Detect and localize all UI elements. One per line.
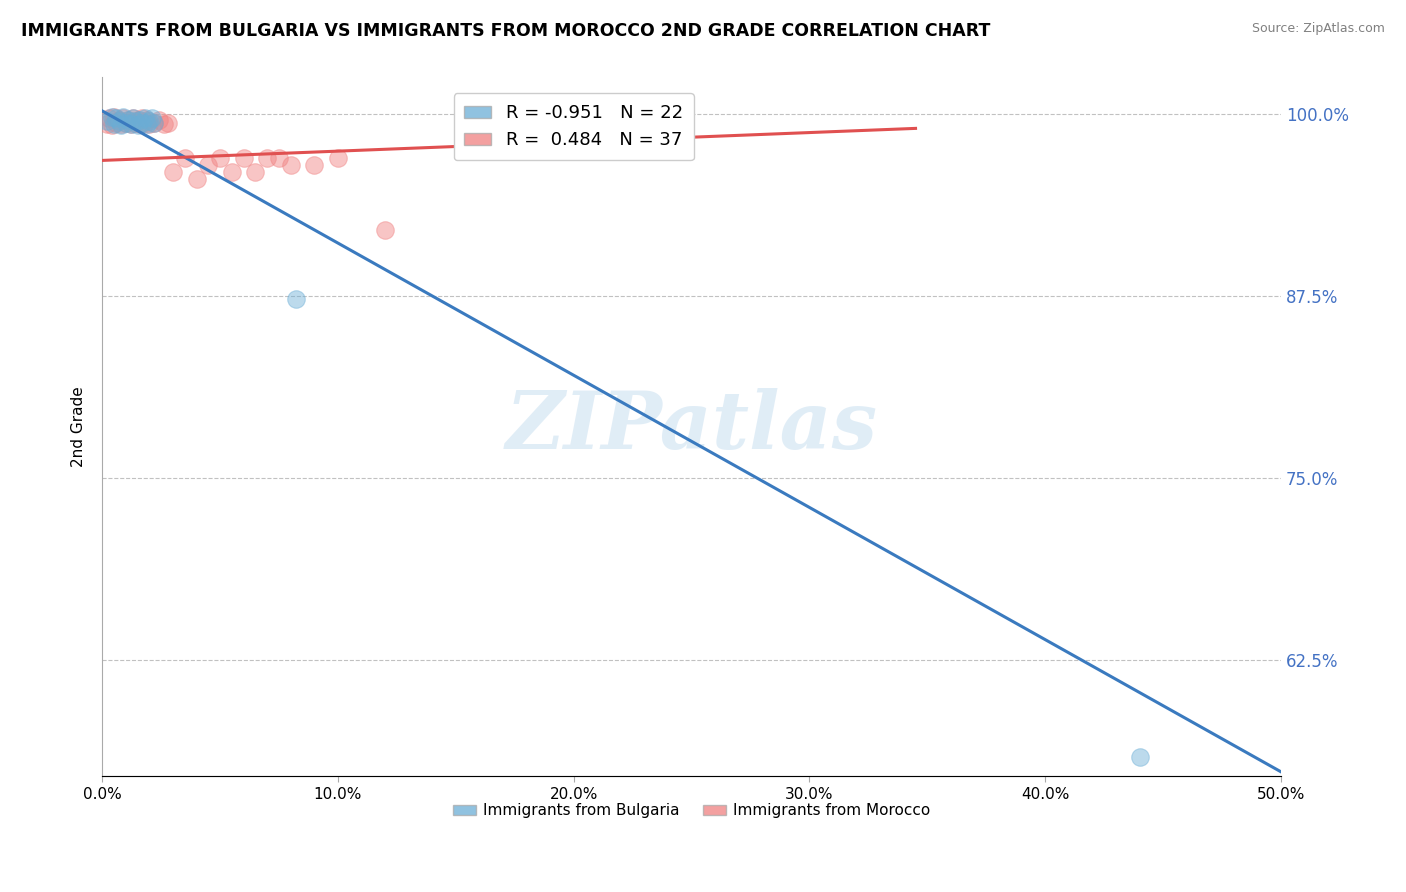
Point xyxy=(256,151,278,165)
Point xyxy=(1128,750,1150,764)
Point xyxy=(110,119,132,133)
Point xyxy=(121,112,143,126)
Point xyxy=(112,110,135,124)
Text: Source: ZipAtlas.com: Source: ZipAtlas.com xyxy=(1251,22,1385,36)
Point xyxy=(117,112,139,127)
Point xyxy=(374,223,396,237)
Point xyxy=(136,117,159,131)
Point xyxy=(100,110,122,124)
Point xyxy=(117,112,139,127)
Point xyxy=(120,117,142,131)
Point xyxy=(103,110,125,124)
Point xyxy=(134,112,156,126)
Point xyxy=(129,117,152,131)
Point xyxy=(245,165,267,179)
Point xyxy=(124,114,146,128)
Point xyxy=(107,112,129,127)
Point xyxy=(127,119,149,133)
Point xyxy=(100,119,122,133)
Point xyxy=(103,117,125,131)
Point xyxy=(143,115,166,129)
Point xyxy=(138,117,160,131)
Point xyxy=(131,112,153,126)
Point xyxy=(267,151,290,165)
Point xyxy=(148,112,170,127)
Legend: Immigrants from Bulgaria, Immigrants from Morocco: Immigrants from Bulgaria, Immigrants fro… xyxy=(447,797,936,824)
Text: ZIPatlas: ZIPatlas xyxy=(506,388,877,466)
Point xyxy=(280,158,302,172)
Point xyxy=(114,115,136,129)
Point xyxy=(98,112,121,126)
Point xyxy=(136,112,159,127)
Point xyxy=(124,115,146,129)
Point xyxy=(131,115,153,129)
Point xyxy=(127,112,149,127)
Point xyxy=(96,117,118,131)
Point xyxy=(173,151,195,165)
Y-axis label: 2nd Grade: 2nd Grade xyxy=(72,386,86,467)
Point xyxy=(105,112,128,126)
Point xyxy=(134,115,156,129)
Point xyxy=(197,158,219,172)
Point xyxy=(326,151,349,165)
Point xyxy=(284,292,307,306)
Point xyxy=(120,117,142,131)
Point xyxy=(186,172,208,186)
Text: IMMIGRANTS FROM BULGARIA VS IMMIGRANTS FROM MOROCCO 2ND GRADE CORRELATION CHART: IMMIGRANTS FROM BULGARIA VS IMMIGRANTS F… xyxy=(21,22,990,40)
Point xyxy=(157,115,180,129)
Point xyxy=(209,151,232,165)
Point xyxy=(141,112,163,126)
Point xyxy=(96,114,118,128)
Point xyxy=(110,117,132,131)
Point xyxy=(152,117,174,131)
Point xyxy=(138,114,160,128)
Point xyxy=(105,115,128,129)
Point xyxy=(304,158,326,172)
Point xyxy=(162,165,184,179)
Point xyxy=(129,112,152,127)
Point xyxy=(107,114,129,128)
Point xyxy=(232,151,254,165)
Point xyxy=(121,112,143,126)
Point xyxy=(143,115,166,129)
Point xyxy=(114,115,136,129)
Point xyxy=(221,165,243,179)
Point xyxy=(112,112,135,126)
